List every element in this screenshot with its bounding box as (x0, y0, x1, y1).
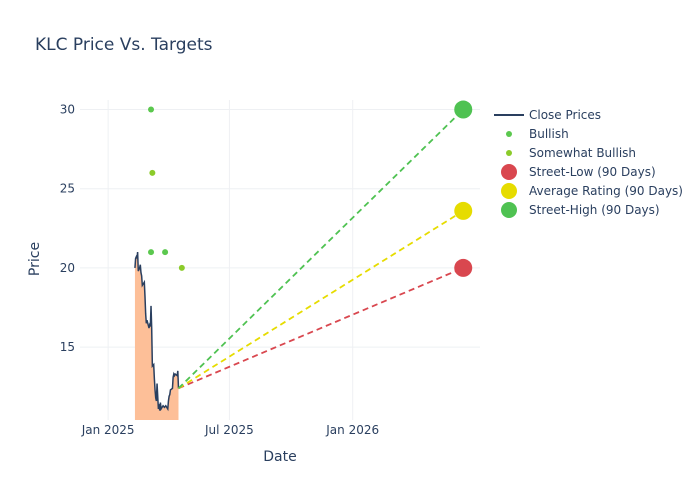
x-axis-title: Date (263, 449, 296, 465)
somewhat-bullish-rating-point (149, 169, 156, 176)
legend-label: Close Prices (529, 108, 601, 122)
y-tick-label: 30 (60, 103, 75, 117)
somewhat-bullish-rating-point (178, 264, 185, 271)
average-rating-target-line (178, 210, 464, 390)
bullish-rating-point (148, 249, 155, 256)
legend-bullish[interactable]: Bullish (506, 127, 569, 141)
legend-dot-swatch (506, 131, 512, 137)
average-rating-target-marker (454, 201, 473, 220)
street-high-target-line (177, 108, 464, 389)
close-price-line (134, 252, 180, 412)
legend-street-low[interactable]: Street-Low (90 Days) (501, 164, 656, 180)
legend-street-high[interactable]: Street-High (90 Days) (501, 202, 660, 218)
y-tick-label: 25 (60, 182, 75, 196)
street-low-target-line (178, 267, 464, 390)
legend-label: Average Rating (90 Days) (529, 184, 683, 198)
legend-marker-swatch (501, 164, 517, 180)
legend-marker-swatch (501, 202, 517, 218)
x-tick-label: Jan 2026 (325, 423, 379, 437)
legend-label: Bullish (529, 127, 569, 141)
y-tick-label: 15 (60, 340, 75, 354)
y-tick-label: 20 (60, 261, 75, 275)
x-tick-label: Jul 2025 (204, 423, 254, 437)
legend-label: Street-Low (90 Days) (529, 165, 656, 179)
chart-title: KLC Price Vs. Targets (35, 35, 213, 55)
x-tick-label: Jan 2025 (81, 423, 135, 437)
legend-dot-swatch (506, 150, 512, 156)
legend-somewhat-bullish[interactable]: Somewhat Bullish (506, 146, 636, 160)
bullish-rating-point (148, 106, 155, 113)
legend-label: Somewhat Bullish (529, 146, 636, 160)
close-price-area (134, 252, 179, 420)
legend-average-rating[interactable]: Average Rating (90 Days) (501, 183, 683, 199)
data-layer (134, 100, 473, 420)
y-axis-title: Price (27, 242, 43, 276)
legend-marker-swatch (501, 183, 517, 199)
street-low-target-marker (454, 258, 473, 277)
tick-layer: 15 20 25 30 Jan 2025 Jul 2025 Jan 2026 (60, 103, 379, 437)
legend-close-prices[interactable]: Close Prices (494, 108, 601, 122)
street-high-target-marker (454, 100, 473, 119)
legend-label: Street-High (90 Days) (529, 203, 660, 217)
bullish-rating-point (162, 249, 169, 256)
legend[interactable]: Close Prices Bullish Somewhat Bullish Stree… (494, 108, 683, 218)
